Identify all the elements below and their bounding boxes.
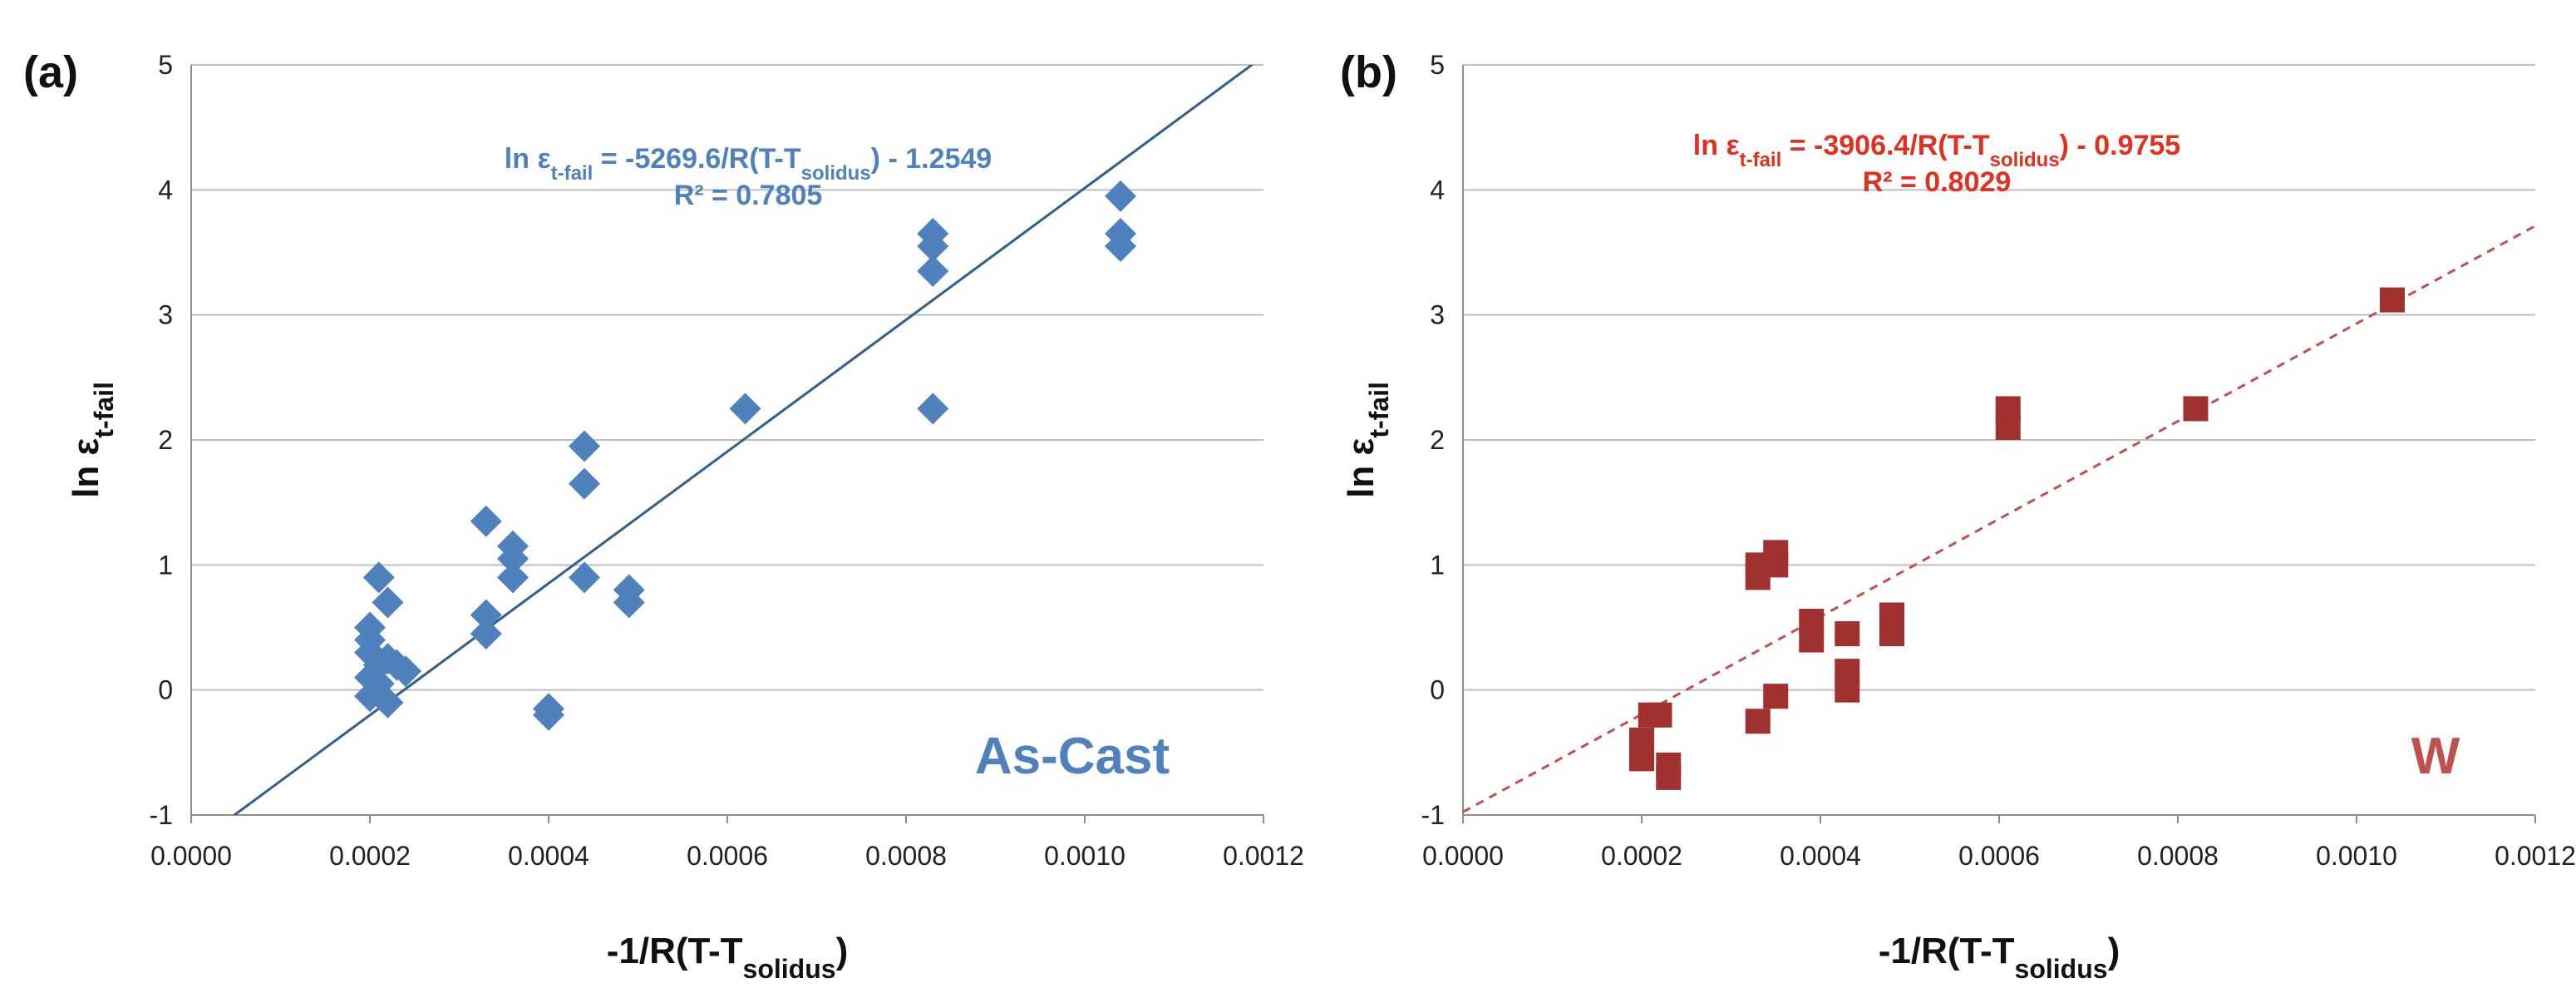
- data-point-diamond: [470, 618, 502, 650]
- x-axis-title: -1/R(T-Tsolidus): [1879, 931, 2120, 984]
- data-point-square: [1763, 552, 1789, 578]
- data-point-square: [2183, 396, 2209, 422]
- equation-suffix: ) - 0.9755: [2060, 130, 2181, 161]
- y-tick-label: 1: [158, 550, 173, 580]
- data-point-square: [2380, 287, 2405, 313]
- data-point-square: [1835, 621, 1860, 647]
- trendline: [1463, 225, 2535, 813]
- equation-prefix: ln ε: [505, 143, 551, 175]
- data-point-square: [1835, 677, 1860, 703]
- data-point-diamond: [569, 467, 600, 500]
- regression-equation: ln εt-fail = -5269.6/R(T-Tsolidus) - 1.2…: [505, 143, 992, 185]
- data-point-square: [1656, 764, 1682, 790]
- x-tick-label: 0.0000: [150, 841, 232, 871]
- data-point-square: [1799, 627, 1825, 653]
- data-point-diamond: [470, 599, 502, 631]
- equation-subscript: t-fail: [551, 162, 594, 185]
- x-tick-label: 0.0006: [687, 841, 768, 871]
- data-point-diamond: [470, 505, 502, 537]
- chart-panel-a: -1 0 1 2 3 4 5 0.0000 0.0002 0.0004 0.0006 0.0008 0.…: [23, 47, 1304, 984]
- y-tick-label: 4: [158, 175, 173, 205]
- data-point-diamond: [497, 542, 529, 575]
- x-tick-label: 0.0010: [2316, 841, 2397, 871]
- x-tick-label: 0.0006: [1958, 841, 2040, 871]
- y-tick-label: 5: [1430, 50, 1445, 80]
- data-point-diamond: [1105, 230, 1136, 262]
- y-tick-label: -1: [1421, 800, 1445, 830]
- data-point-diamond: [533, 699, 564, 731]
- r-squared: R² = 0.7805: [674, 180, 823, 211]
- data-point-square: [1879, 621, 1904, 647]
- data-point-diamond: [917, 393, 949, 425]
- data-point-diamond: [372, 586, 404, 619]
- panel-label: (b): [1340, 47, 1397, 97]
- y-tick-label: 3: [1430, 300, 1445, 330]
- y-axis-title: ln εt-fail: [66, 382, 119, 498]
- x-axis-title-subscript: solidus: [743, 954, 836, 984]
- y-axis-title-main: ln ε: [66, 438, 106, 498]
- y-tick-label: 4: [1430, 175, 1445, 205]
- y-axis-title-subscript: t-fail: [1364, 382, 1394, 438]
- y-tick-label: 0: [1430, 675, 1445, 705]
- y-tick-label: 1: [1430, 550, 1445, 580]
- data-point-diamond: [1105, 180, 1136, 212]
- data-point-square: [1995, 414, 2021, 440]
- condition-label: As-Cast: [975, 728, 1170, 785]
- data-point-diamond: [917, 255, 949, 288]
- data-point-square: [1745, 709, 1771, 734]
- equation-subscript-solidus: solidus: [1990, 149, 2060, 171]
- equation-middle: = -3906.4/R(T-T: [1781, 130, 1990, 161]
- data-point-diamond: [569, 430, 600, 462]
- x-axis-title-subscript: solidus: [2015, 954, 2108, 984]
- y-axis-title-main: ln ε: [1341, 438, 1382, 498]
- x-tick-label: 0.0000: [1422, 841, 1504, 871]
- trendline: [232, 65, 1254, 815]
- x-tick-label: 0.0008: [2137, 841, 2219, 871]
- data-point-diamond: [390, 655, 421, 688]
- data-point-diamond: [569, 561, 600, 594]
- data-point-diamond: [372, 686, 404, 719]
- data-point-diamond: [362, 561, 395, 594]
- y-tick-label: 2: [1430, 425, 1445, 455]
- y-tick-label: 3: [158, 300, 173, 330]
- x-axis-title-end: ): [2108, 931, 2120, 971]
- data-point-diamond: [729, 393, 761, 425]
- x-tick-label: 0.0002: [329, 841, 411, 871]
- x-axis-title-main: -1/R(T-T: [1879, 931, 2015, 971]
- x-axis-title: -1/R(T-Tsolidus): [607, 931, 848, 984]
- regression-equation: ln εt-fail = -3906.4/R(T-Tsolidus) - 0.9…: [1693, 130, 2180, 171]
- condition-label: W: [2411, 728, 2460, 785]
- panel-label: (a): [23, 47, 78, 97]
- data-point-diamond: [497, 561, 529, 594]
- y-tick-label: 2: [158, 425, 173, 455]
- x-tick-label: 0.0008: [865, 841, 947, 871]
- data-point-square: [1763, 684, 1789, 709]
- chart-panel-b: -1 0 1 2 3 4 5 0.0000 0.0002 0.0004 0.0006 0.0008 0.…: [1340, 47, 2576, 984]
- y-axis-title: ln εt-fail: [1341, 382, 1394, 498]
- x-axis-title-main: -1/R(T-T: [607, 931, 743, 971]
- equation-suffix: ) - 1.2549: [871, 143, 992, 175]
- equation-subscript: t-fail: [1740, 149, 1782, 171]
- data-point-diamond: [917, 230, 949, 262]
- x-tick-label: 0.0002: [1601, 841, 1682, 871]
- r-squared: R² = 0.8029: [1863, 166, 2012, 198]
- equation-subscript-solidus: solidus: [801, 162, 871, 185]
- y-tick-label: -1: [150, 800, 173, 830]
- data-point-diamond: [613, 586, 645, 619]
- x-tick-label: 0.0010: [1044, 841, 1125, 871]
- y-axis-title-subscript: t-fail: [89, 382, 119, 438]
- x-tick-label: 0.0012: [2495, 841, 2576, 871]
- x-axis-title-end: ): [836, 931, 849, 971]
- x-tick-label: 0.0012: [1223, 841, 1304, 871]
- data-point-square: [1647, 702, 1672, 728]
- y-tick-label: 5: [158, 50, 173, 80]
- y-tick-label: 0: [158, 675, 173, 705]
- x-tick-label: 0.0004: [1780, 841, 1861, 871]
- x-tick-label: 0.0004: [508, 841, 589, 871]
- data-point-square: [1629, 746, 1654, 772]
- equation-middle: = -5269.6/R(T-T: [593, 143, 801, 175]
- equation-prefix: ln ε: [1693, 130, 1740, 161]
